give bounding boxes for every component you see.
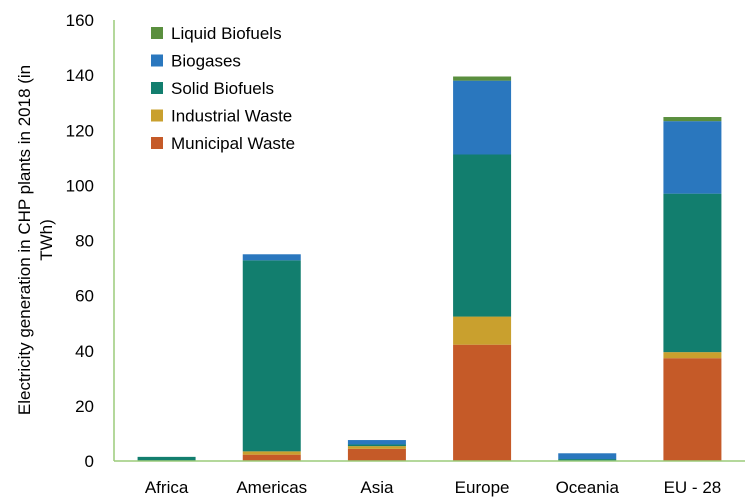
legend-label: Solid Biofuels (171, 79, 274, 98)
x-tick-label: Asia (360, 478, 394, 497)
bar-segment-europe-industrial-waste (453, 316, 512, 345)
bar-segment-asia-solid-biofuels (347, 444, 406, 447)
legend-label: Biogases (171, 52, 241, 71)
y-tick-label: 140 (66, 66, 94, 85)
bar-segment-americas-biogases (242, 254, 301, 261)
x-tick-label: Europe (455, 478, 510, 497)
legend-item-biogases: Biogases (151, 52, 241, 71)
y-tick-label: 120 (66, 121, 94, 140)
legend-item-municipal-waste: Municipal Waste (151, 134, 295, 153)
legend-swatch (151, 27, 163, 39)
bar-segment-europe-biogases (453, 80, 512, 155)
bar-segment-americas-municipal-waste (242, 454, 301, 461)
y-axis-label: Electricity generation in CHP plants in … (15, 65, 56, 415)
bar-segment-eu-28-biogases (663, 121, 722, 194)
bar-segment-europe-solid-biofuels (453, 154, 512, 317)
x-tick-label: EU - 28 (664, 478, 722, 497)
bar-segment-oceania-biogases (558, 453, 617, 460)
y-axis-label-line: Electricity generation in CHP plants in … (15, 65, 34, 415)
x-tick-label: Africa (145, 478, 189, 497)
bars-layer (137, 76, 722, 461)
y-tick-label: 100 (66, 176, 94, 195)
legend-label: Municipal Waste (171, 134, 295, 153)
bar-segment-eu-28-solid-biofuels (663, 193, 722, 353)
y-tick-label: 40 (75, 342, 94, 361)
legend-swatch (151, 137, 163, 149)
y-tick-label: 60 (75, 287, 94, 306)
legend-label: Industrial Waste (171, 107, 292, 126)
bar-segment-eu-28-municipal-waste (663, 358, 722, 461)
x-tick-label: Oceania (556, 478, 620, 497)
legend-item-liquid-biofuels: Liquid Biofuels (151, 24, 282, 43)
bar-segment-africa-solid-biofuels (137, 456, 196, 461)
bar-segment-europe-liquid-biofuels (453, 76, 512, 81)
y-tick-labels: 0 20 40 60 80 100 120 140 160 (66, 11, 94, 471)
bar-segment-asia-biogases (347, 440, 406, 445)
legend-swatch (151, 109, 163, 122)
legend-swatch (151, 82, 163, 94)
legend: Liquid Biofuels Biogases Solid Biofuels Ind… (151, 24, 295, 153)
bar-segment-eu-28-liquid-biofuels (663, 117, 722, 122)
bar-segment-eu-28-industrial-waste (663, 352, 722, 359)
y-tick-label: 80 (75, 232, 94, 251)
y-axis-label-line: TWh) (37, 219, 56, 261)
legend-label: Liquid Biofuels (171, 24, 282, 43)
bar-segment-americas-solid-biofuels (242, 260, 301, 452)
y-tick-label: 0 (85, 452, 94, 471)
bar-segment-europe-municipal-waste (453, 344, 512, 461)
x-tick-labels: Africa Americas Asia Europe Oceania EU - 28 (145, 478, 721, 497)
y-tick-label: 160 (66, 11, 94, 30)
bar-segment-oceania-solid-biofuels (558, 459, 617, 461)
bar-segment-americas-industrial-waste (242, 451, 301, 455)
legend-item-industrial-waste: Industrial Waste (151, 107, 292, 126)
legend-item-solid-biofuels: Solid Biofuels (151, 79, 274, 98)
bar-segment-asia-municipal-waste (347, 448, 406, 461)
bar-segment-asia-industrial-waste (347, 446, 406, 449)
y-tick-label: 20 (75, 397, 94, 416)
x-tick-label: Americas (236, 478, 307, 497)
legend-swatch (151, 54, 163, 67)
